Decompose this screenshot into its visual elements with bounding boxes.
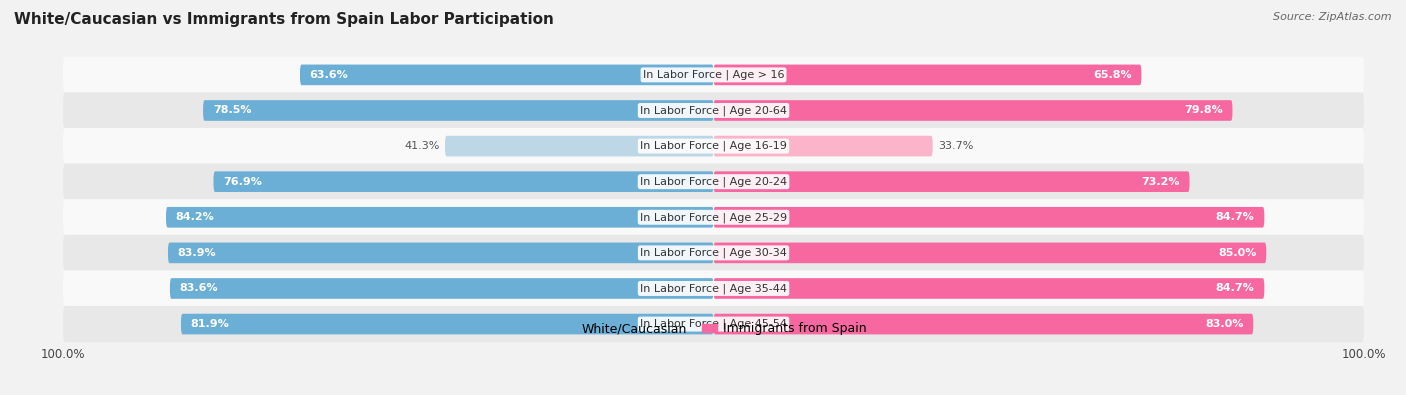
Text: 83.0%: 83.0% xyxy=(1205,319,1243,329)
FancyBboxPatch shape xyxy=(713,100,1233,121)
Text: 76.9%: 76.9% xyxy=(224,177,262,187)
Text: 78.5%: 78.5% xyxy=(212,105,252,115)
Text: In Labor Force | Age 16-19: In Labor Force | Age 16-19 xyxy=(640,141,787,151)
FancyBboxPatch shape xyxy=(63,235,1364,271)
FancyBboxPatch shape xyxy=(63,57,1364,93)
FancyBboxPatch shape xyxy=(167,243,713,263)
FancyBboxPatch shape xyxy=(63,270,1364,307)
Text: Source: ZipAtlas.com: Source: ZipAtlas.com xyxy=(1274,12,1392,22)
FancyBboxPatch shape xyxy=(170,278,713,299)
Text: In Labor Force | Age 30-34: In Labor Force | Age 30-34 xyxy=(640,248,787,258)
Text: 33.7%: 33.7% xyxy=(938,141,973,151)
Legend: White/Caucasian, Immigrants from Spain: White/Caucasian, Immigrants from Spain xyxy=(555,317,872,340)
FancyBboxPatch shape xyxy=(444,136,713,156)
Text: 85.0%: 85.0% xyxy=(1218,248,1257,258)
FancyBboxPatch shape xyxy=(202,100,713,121)
FancyBboxPatch shape xyxy=(181,314,713,335)
FancyBboxPatch shape xyxy=(713,64,1142,85)
FancyBboxPatch shape xyxy=(63,306,1364,342)
Text: 81.9%: 81.9% xyxy=(191,319,229,329)
FancyBboxPatch shape xyxy=(713,171,1189,192)
FancyBboxPatch shape xyxy=(713,278,1264,299)
FancyBboxPatch shape xyxy=(299,64,713,85)
Text: In Labor Force | Age 20-24: In Labor Force | Age 20-24 xyxy=(640,177,787,187)
FancyBboxPatch shape xyxy=(713,243,1267,263)
Text: In Labor Force | Age > 16: In Labor Force | Age > 16 xyxy=(643,70,785,80)
Text: 84.2%: 84.2% xyxy=(176,212,215,222)
Text: 83.6%: 83.6% xyxy=(180,284,218,293)
Text: 79.8%: 79.8% xyxy=(1184,105,1223,115)
FancyBboxPatch shape xyxy=(63,92,1364,129)
FancyBboxPatch shape xyxy=(63,128,1364,164)
FancyBboxPatch shape xyxy=(214,171,713,192)
Text: 65.8%: 65.8% xyxy=(1092,70,1132,80)
Text: 83.9%: 83.9% xyxy=(177,248,217,258)
FancyBboxPatch shape xyxy=(63,164,1364,200)
FancyBboxPatch shape xyxy=(713,314,1253,335)
FancyBboxPatch shape xyxy=(166,207,713,228)
Text: In Labor Force | Age 35-44: In Labor Force | Age 35-44 xyxy=(640,283,787,294)
Text: 41.3%: 41.3% xyxy=(405,141,440,151)
Text: In Labor Force | Age 20-64: In Labor Force | Age 20-64 xyxy=(640,105,787,116)
Text: 84.7%: 84.7% xyxy=(1216,284,1254,293)
FancyBboxPatch shape xyxy=(713,136,932,156)
FancyBboxPatch shape xyxy=(63,199,1364,235)
Text: 84.7%: 84.7% xyxy=(1216,212,1254,222)
Text: 73.2%: 73.2% xyxy=(1142,177,1180,187)
Text: White/Caucasian vs Immigrants from Spain Labor Participation: White/Caucasian vs Immigrants from Spain… xyxy=(14,12,554,27)
FancyBboxPatch shape xyxy=(713,207,1264,228)
Text: In Labor Force | Age 45-54: In Labor Force | Age 45-54 xyxy=(640,319,787,329)
Text: In Labor Force | Age 25-29: In Labor Force | Age 25-29 xyxy=(640,212,787,222)
Text: 63.6%: 63.6% xyxy=(309,70,349,80)
